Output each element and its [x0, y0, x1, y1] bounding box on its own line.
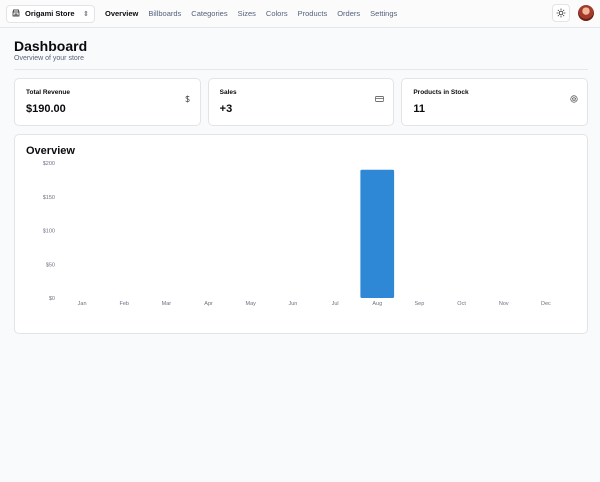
overview-panel: Overview $0 $50 $100 $150 $200 Jan Feb Mar Apr Ma…: [14, 134, 588, 334]
revenue-card: Total Revenue $190.00: [14, 78, 201, 126]
sales-card: Sales +3: [207, 78, 395, 126]
store-name: Origami Store: [25, 9, 75, 18]
x-tick-label: Apr: [204, 301, 213, 307]
y-tick-label: $100: [43, 229, 55, 235]
y-tick-label: $150: [43, 195, 55, 201]
user-avatar[interactable]: [578, 5, 594, 21]
dollar-icon: [184, 90, 191, 108]
card-value: 11: [413, 103, 425, 115]
x-tick-label: Mar: [162, 301, 172, 307]
nav-settings[interactable]: Settings: [370, 9, 398, 18]
theme-toggle-button[interactable]: [552, 4, 570, 22]
nav-orders[interactable]: Orders: [337, 9, 361, 18]
x-tick-label: Aug: [372, 301, 382, 307]
x-tick-label: May: [246, 301, 257, 307]
card-value: $190.00: [26, 103, 66, 115]
revenue-bar-chart: $0 $50 $100 $150 $200 Jan Feb Mar Apr May Jun Jul Au…: [43, 161, 551, 307]
x-tick-label: Oct: [457, 301, 466, 307]
x-tick-label: Jan: [78, 301, 87, 307]
stats-cards: Total Revenue $190.00 Sales +3 Products …: [14, 78, 589, 126]
credit-card-icon: [375, 90, 385, 108]
card-label: Total Revenue: [26, 89, 70, 96]
x-tick-label: Sep: [415, 301, 425, 307]
card-label: Sales: [219, 89, 237, 96]
nav-overview[interactable]: Overview: [105, 9, 139, 18]
nav-products[interactable]: Products: [297, 9, 328, 18]
main-nav: Overview Billboards Categories Sizes Colors P…: [105, 9, 397, 18]
sun-icon: [556, 8, 566, 18]
divider: [14, 69, 588, 70]
y-tick-label: $50: [46, 262, 55, 268]
store-icon: [12, 9, 20, 19]
x-tick-label: Nov: [499, 301, 509, 307]
nav-billboards[interactable]: Billboards: [148, 9, 182, 18]
y-tick-label: $200: [43, 161, 55, 167]
nav-categories[interactable]: Categories: [191, 9, 228, 18]
x-tick-label: Jun: [288, 301, 297, 307]
card-label: Products in Stock: [413, 89, 469, 96]
page-title: Dashboard: [14, 38, 88, 54]
top-navbar: Origami Store ⇕ Overview Billboards Catego…: [0, 0, 600, 28]
x-tick-label: Dec: [541, 301, 551, 307]
bar-aug: [360, 169, 395, 298]
package-icon: [570, 90, 578, 108]
store-switcher[interactable]: Origami Store ⇕: [6, 4, 95, 23]
overview-title: Overview: [26, 145, 75, 157]
page-subtitle: Overview of your store: [14, 55, 85, 62]
nav-sizes[interactable]: Sizes: [237, 9, 256, 18]
x-tick-label: Jul: [332, 301, 339, 307]
page-header: Dashboard Overview of your store: [14, 38, 87, 62]
chevron-up-down-icon: ⇕: [83, 10, 89, 18]
card-value: +3: [219, 103, 233, 115]
nav-colors[interactable]: Colors: [265, 9, 288, 18]
x-tick-label: Feb: [120, 301, 129, 307]
y-tick-label: $0: [49, 296, 55, 302]
stock-card: Products in Stock 11: [401, 78, 589, 126]
